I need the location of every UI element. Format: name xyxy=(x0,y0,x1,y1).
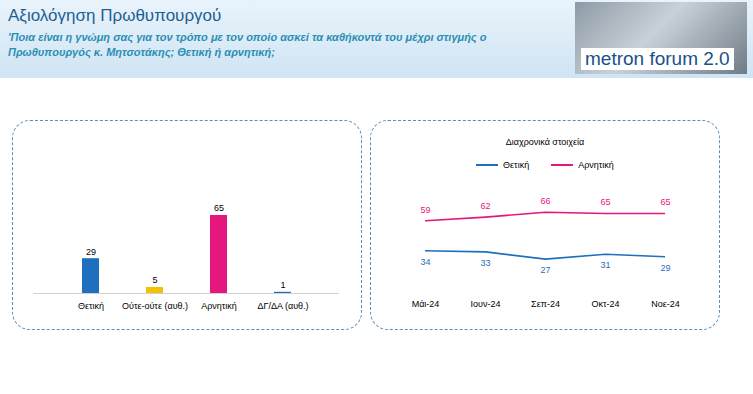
svg-text:65: 65 xyxy=(660,197,670,207)
svg-text:Ιουν-24: Ιουν-24 xyxy=(471,299,501,309)
svg-text:5: 5 xyxy=(152,275,157,285)
html-text:metron forum 2.0: metron forum 2.0 xyxy=(585,48,730,69)
svg-text:59: 59 xyxy=(420,205,430,215)
svg-text:62: 62 xyxy=(480,201,490,211)
svg-text:29: 29 xyxy=(86,247,96,257)
svg-text:Ούτε-ούτε (αυθ.): Ούτε-ούτε (αυθ.) xyxy=(122,301,188,311)
svg-text:34: 34 xyxy=(420,257,430,267)
html-text:Διαχρονικά στοιχεία: Διαχρονικά στοιχεία xyxy=(505,137,585,147)
svg-text:66: 66 xyxy=(540,196,550,206)
svg-text:Θετική: Θετική xyxy=(78,301,104,311)
svg-text:Αρνητική: Αρνητική xyxy=(201,301,237,311)
svg-text:27: 27 xyxy=(540,265,550,275)
html-text:Αξιολόγηση Πρωθυπουργού: Αξιολόγηση Πρωθυπουργού xyxy=(8,6,222,25)
html-text:Αρνητική: Αρνητική xyxy=(578,160,614,170)
svg-text:29: 29 xyxy=(660,263,670,273)
svg-text:Νοε-24: Νοε-24 xyxy=(651,299,680,309)
svg-text:Σεπ-24: Σεπ-24 xyxy=(531,299,560,309)
svg-text:1: 1 xyxy=(280,280,285,290)
svg-text:Μάι-24: Μάι-24 xyxy=(412,299,440,309)
svg-text:33: 33 xyxy=(480,258,490,268)
svg-text:65: 65 xyxy=(600,197,610,207)
html-text:'Ποια είναι η γνώμη σας για το: 'Ποια είναι η γνώμη σας για τον τρόπο με… xyxy=(8,31,487,58)
svg-text:ΔΓ/ΔΑ (αυθ.): ΔΓ/ΔΑ (αυθ.) xyxy=(257,301,308,311)
html-text:Θετική: Θετική xyxy=(503,160,530,170)
svg-text:Οκτ-24: Οκτ-24 xyxy=(591,299,619,309)
svg-text:65: 65 xyxy=(214,203,224,213)
svg-text:31: 31 xyxy=(600,260,610,270)
